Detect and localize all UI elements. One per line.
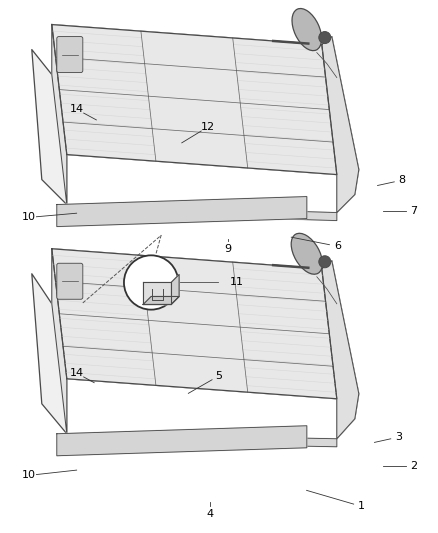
Ellipse shape xyxy=(292,9,321,51)
Polygon shape xyxy=(67,434,337,447)
Text: 2: 2 xyxy=(410,462,417,471)
Text: 5: 5 xyxy=(215,371,223,381)
Circle shape xyxy=(319,31,331,44)
Polygon shape xyxy=(322,261,359,439)
Polygon shape xyxy=(52,25,67,205)
Text: 7: 7 xyxy=(410,206,417,215)
Text: 14: 14 xyxy=(70,368,84,378)
FancyBboxPatch shape xyxy=(57,37,83,72)
Polygon shape xyxy=(52,249,337,399)
Polygon shape xyxy=(171,274,179,304)
Polygon shape xyxy=(32,249,359,439)
Polygon shape xyxy=(52,25,337,175)
Text: 4: 4 xyxy=(207,510,214,519)
Text: 6: 6 xyxy=(334,241,341,251)
FancyBboxPatch shape xyxy=(57,263,83,299)
Text: 10: 10 xyxy=(21,213,35,222)
Circle shape xyxy=(124,255,178,310)
Polygon shape xyxy=(57,426,307,456)
Text: 9: 9 xyxy=(224,245,231,254)
Polygon shape xyxy=(67,205,337,221)
Ellipse shape xyxy=(291,233,322,274)
Polygon shape xyxy=(32,25,359,213)
Polygon shape xyxy=(143,282,171,304)
Polygon shape xyxy=(322,37,359,213)
Polygon shape xyxy=(52,249,67,434)
Text: 11: 11 xyxy=(230,278,244,287)
Text: 1: 1 xyxy=(358,502,365,511)
Polygon shape xyxy=(143,296,179,304)
Circle shape xyxy=(319,256,331,268)
Text: 8: 8 xyxy=(399,175,406,185)
Text: 10: 10 xyxy=(21,471,35,480)
Polygon shape xyxy=(57,197,307,227)
Text: 12: 12 xyxy=(201,122,215,132)
Text: 3: 3 xyxy=(395,432,402,442)
Text: 14: 14 xyxy=(70,104,84,114)
